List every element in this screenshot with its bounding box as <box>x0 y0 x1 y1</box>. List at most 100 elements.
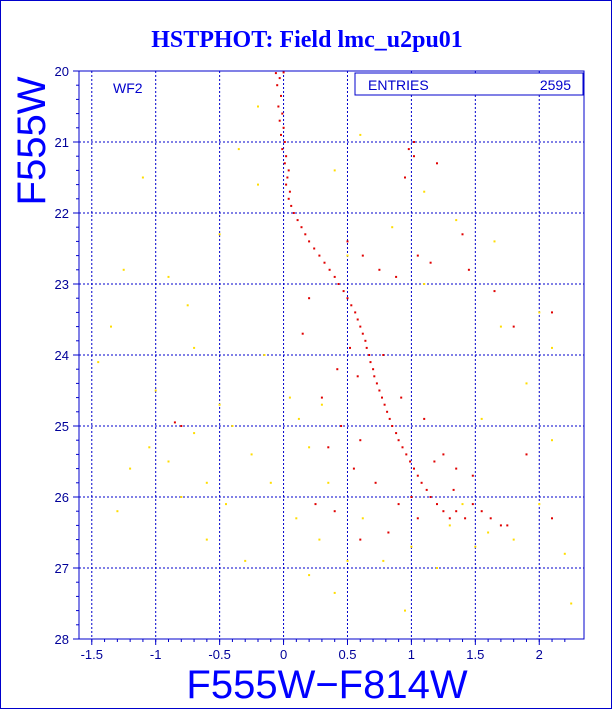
data-point <box>297 417 300 420</box>
data-point <box>308 297 311 300</box>
data-point <box>313 247 316 250</box>
data-point <box>333 510 336 513</box>
data-point <box>129 467 132 470</box>
data-point <box>285 155 288 158</box>
data-point <box>281 148 284 151</box>
data-point <box>382 559 385 562</box>
data-point <box>448 517 451 520</box>
data-point <box>369 361 372 364</box>
y-tick-label: 22 <box>55 206 69 221</box>
data-point <box>407 148 410 151</box>
data-point <box>455 510 458 513</box>
data-point <box>346 297 349 300</box>
data-point <box>180 425 183 427</box>
data-point <box>167 460 170 463</box>
data-point <box>391 425 394 427</box>
data-point <box>361 517 364 520</box>
data-point <box>285 183 288 186</box>
data-point <box>257 105 259 108</box>
data-point <box>401 446 404 449</box>
data-point <box>323 261 326 264</box>
data-point <box>225 503 227 506</box>
data-point <box>193 432 196 435</box>
data-point <box>180 496 183 498</box>
data-point <box>359 439 362 442</box>
data-point <box>381 396 383 399</box>
data-point <box>386 410 389 413</box>
data-point <box>278 77 281 80</box>
data-point <box>295 517 298 520</box>
data-point <box>525 382 528 385</box>
data-point <box>292 212 295 214</box>
data-point <box>368 354 371 356</box>
x-tick-label: 1.5 <box>466 647 484 662</box>
stats-box: ENTRIES 2595 <box>354 72 584 96</box>
data-point <box>346 559 349 562</box>
panel-label: WF2 <box>113 80 143 96</box>
data-point <box>464 517 467 520</box>
data-point <box>433 460 436 463</box>
data-point <box>506 524 509 527</box>
data-point <box>352 467 355 470</box>
data-point <box>493 240 496 243</box>
data-point <box>320 403 323 406</box>
data-points <box>97 71 573 612</box>
data-point <box>301 332 304 335</box>
data-point <box>361 254 364 257</box>
data-point <box>314 503 317 506</box>
data-point <box>288 190 291 193</box>
data-point <box>116 510 119 513</box>
data-point <box>395 432 398 435</box>
data-point <box>361 332 364 335</box>
data-point <box>410 496 413 498</box>
data-point <box>359 325 362 328</box>
y-tick-label: 26 <box>55 490 69 505</box>
data-point <box>282 126 285 129</box>
data-point <box>493 290 496 293</box>
data-point <box>391 226 394 229</box>
data-point <box>274 72 277 75</box>
data-point <box>287 169 290 172</box>
data-point <box>356 375 359 378</box>
x-axis-label: F555W−F814W <box>186 663 467 707</box>
data-point <box>405 453 408 456</box>
data-point <box>356 318 359 321</box>
data-point <box>280 133 282 136</box>
data-point <box>388 417 391 420</box>
data-point <box>122 268 125 271</box>
data-point <box>452 488 455 491</box>
data-point <box>333 169 336 172</box>
data-point <box>425 488 428 491</box>
data-point <box>281 112 284 115</box>
data-point <box>387 531 390 534</box>
data-point <box>551 517 553 520</box>
data-point <box>423 190 426 193</box>
data-point <box>487 531 490 534</box>
grid-lines <box>79 70 584 640</box>
data-point <box>318 254 321 257</box>
data-point <box>333 275 336 278</box>
data-point <box>257 183 259 186</box>
data-point <box>416 517 419 520</box>
data-point <box>455 219 458 222</box>
data-point <box>395 275 398 278</box>
data-point <box>282 71 285 74</box>
data-point <box>570 602 573 605</box>
data-point <box>480 417 483 420</box>
y-tick-label: 28 <box>55 632 69 647</box>
data-point <box>308 240 311 243</box>
data-point <box>318 538 321 541</box>
data-point <box>148 446 151 449</box>
data-point <box>327 481 330 484</box>
data-point <box>364 339 367 342</box>
data-point <box>244 559 247 562</box>
data-point <box>327 446 330 449</box>
data-point <box>429 496 432 498</box>
data-point <box>218 233 221 236</box>
data-point <box>442 510 445 513</box>
data-point <box>280 94 282 97</box>
stats-box-frame <box>354 72 584 96</box>
data-point <box>551 346 553 349</box>
